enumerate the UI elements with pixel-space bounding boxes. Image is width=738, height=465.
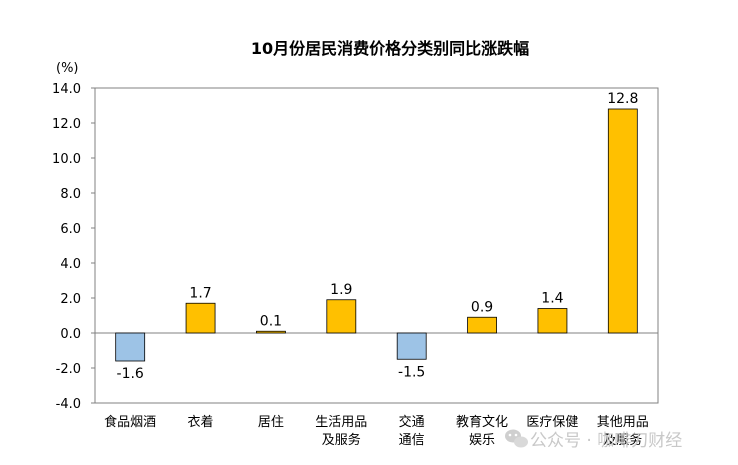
bar bbox=[256, 330, 286, 334]
data-label: 0.1 bbox=[260, 313, 282, 329]
bar bbox=[326, 299, 357, 334]
y-tick-label: 12.0 bbox=[52, 117, 81, 132]
x-tick-label: 食品烟酒 bbox=[104, 414, 156, 430]
y-tick-label: 10.0 bbox=[52, 152, 81, 167]
y-axis: 14.0 12.0 10.0 8.0 6.0 4.0 2.0 0.0 -2.0 -4.0 bbox=[52, 82, 658, 412]
y-tick-label: 8.0 bbox=[60, 187, 81, 202]
data-label: -1.5 bbox=[398, 364, 425, 380]
x-tick-label: 通信 bbox=[399, 433, 425, 448]
y-tick-label: 6.0 bbox=[60, 222, 81, 237]
bars-group: -1.6 1.7 0.1 1.9 -1.5 0.9 1.4 12.8 bbox=[115, 91, 638, 382]
data-label: 1.7 bbox=[189, 285, 211, 301]
x-tick-label: 娱乐 bbox=[469, 433, 495, 448]
bar bbox=[537, 308, 568, 334]
x-tick-label: 其他用品 bbox=[597, 415, 649, 430]
bar bbox=[396, 332, 427, 360]
y-tick-label: -2.0 bbox=[56, 362, 81, 377]
data-label: 0.9 bbox=[471, 299, 493, 315]
x-tick-label: 医疗保健 bbox=[526, 415, 578, 430]
x-tick-label: 教育文化 bbox=[456, 414, 508, 430]
bar bbox=[607, 108, 638, 334]
x-tick-label: 及服务 bbox=[603, 432, 642, 448]
y-tick-label: 14.0 bbox=[52, 82, 81, 97]
bar bbox=[185, 302, 216, 334]
y-tick-label: 2.0 bbox=[60, 292, 81, 307]
watermark: 公众号 · 咖啡刀财经 bbox=[505, 429, 682, 451]
data-label: 1.4 bbox=[541, 291, 563, 307]
watermark-text: 公众号 · 咖啡刀财经 bbox=[530, 431, 682, 451]
y-axis-unit: (%) bbox=[56, 61, 79, 76]
bar bbox=[115, 332, 146, 362]
x-tick-label: 生活用品 bbox=[315, 415, 367, 430]
data-label: -1.6 bbox=[117, 366, 144, 382]
wechat-icon bbox=[505, 429, 528, 448]
x-tick-label: 居住 bbox=[258, 415, 284, 430]
x-tick-label: 衣着 bbox=[188, 414, 214, 430]
data-label: 12.8 bbox=[607, 91, 638, 107]
chart-title: 10月份居民消费价格分类别同比涨跌幅 bbox=[251, 39, 529, 58]
y-tick-label: 0.0 bbox=[60, 327, 81, 342]
y-tick-label: 4.0 bbox=[60, 257, 81, 272]
x-tick-label: 及服务 bbox=[322, 432, 361, 448]
x-tick-label: 交通 bbox=[399, 414, 425, 430]
data-label: 1.9 bbox=[330, 282, 352, 298]
plot-area bbox=[94, 87, 659, 404]
y-tick-label: -4.0 bbox=[56, 397, 81, 412]
bar bbox=[467, 316, 497, 334]
